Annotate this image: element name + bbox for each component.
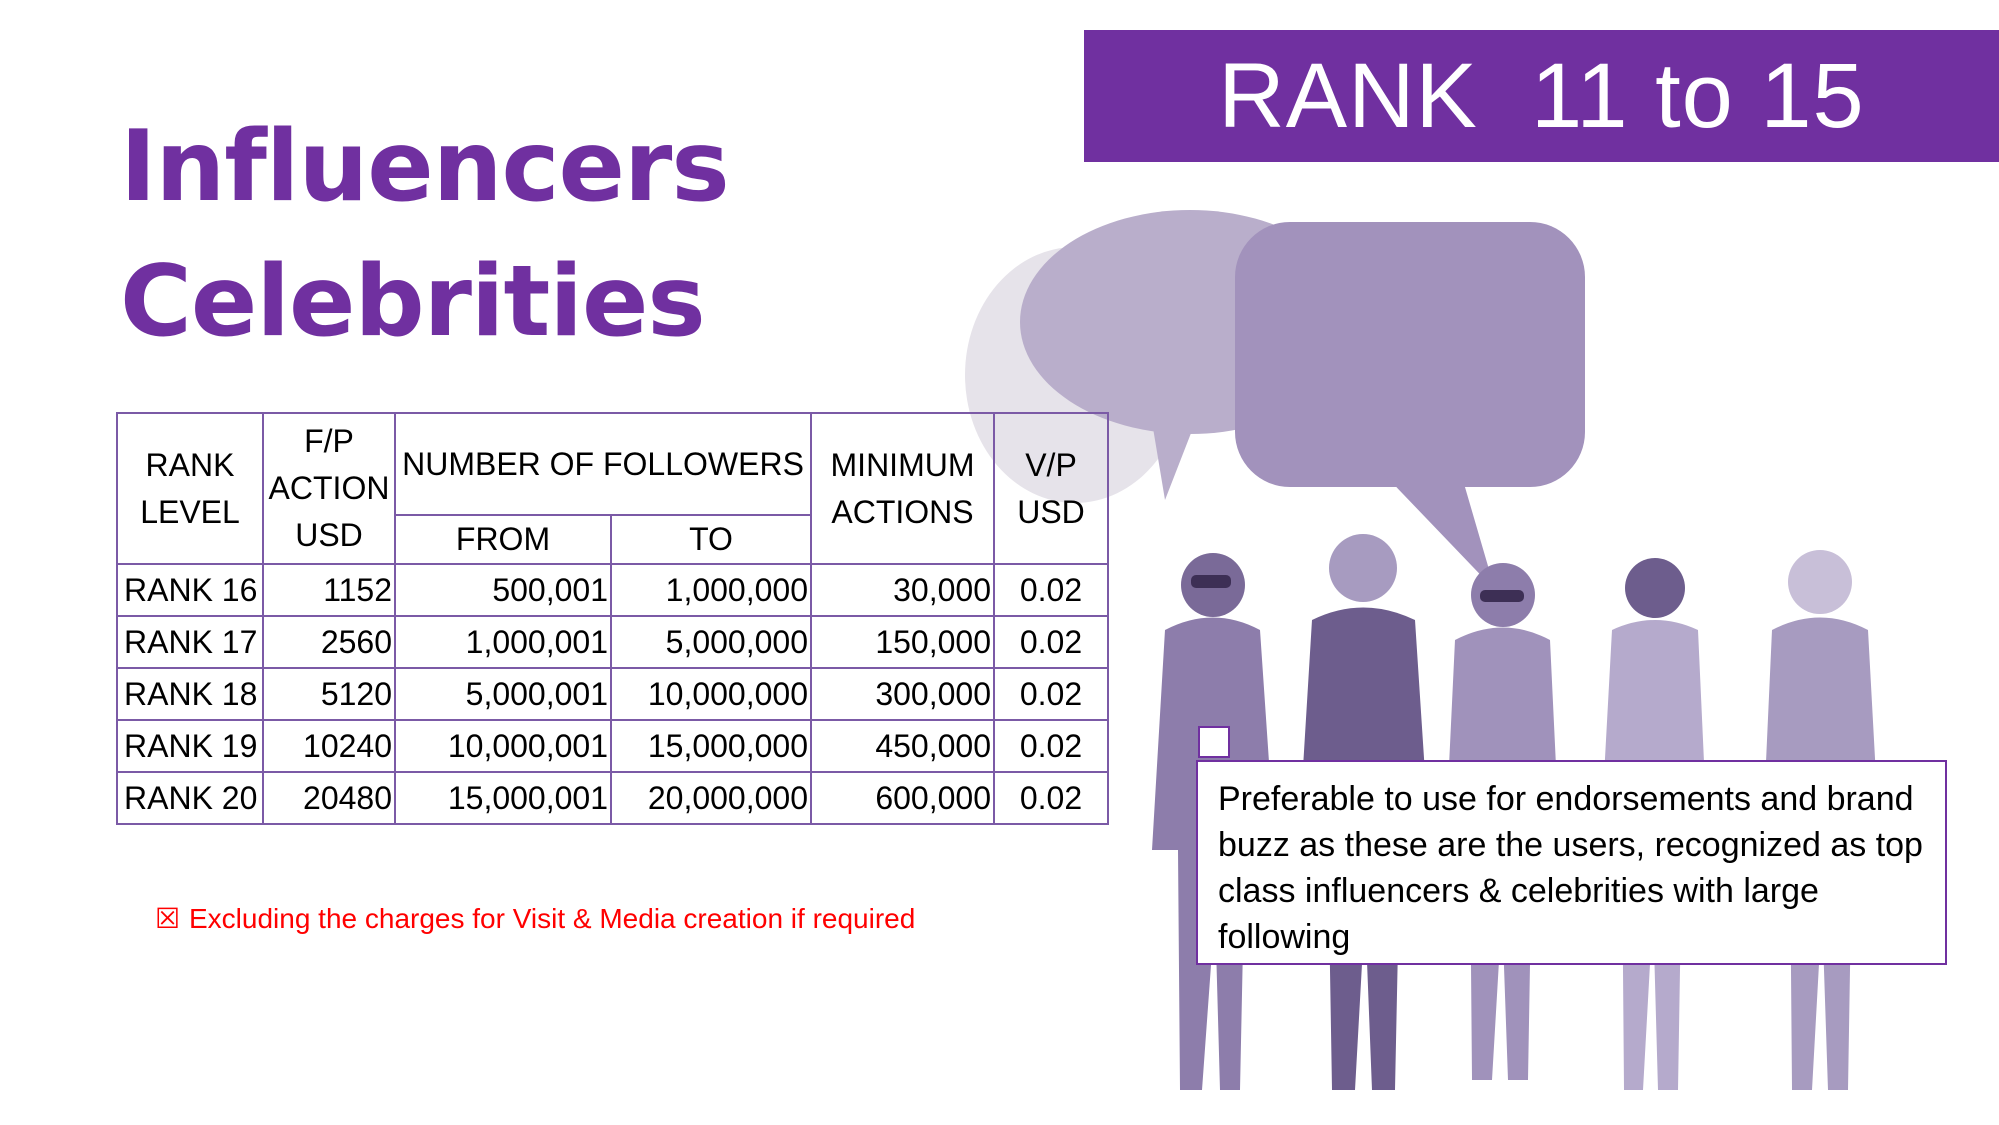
cell-fp-action: 2560	[262, 615, 396, 669]
cell-fp-action: 10240	[262, 719, 396, 773]
speech-bubble-right	[1235, 222, 1585, 590]
callout-handle	[1198, 726, 1230, 758]
cell-followers-from: 5,000,001	[394, 667, 612, 721]
cell-followers-from: 15,000,001	[394, 771, 612, 825]
cell-followers-to: 1,000,000	[610, 563, 812, 617]
header-vp-usd: V/P USD	[993, 412, 1109, 565]
cell-fp-action: 1152	[262, 563, 396, 617]
cell-minimum-actions: 150,000	[810, 615, 995, 669]
cell-minimum-actions: 450,000	[810, 719, 995, 773]
header-fp-action-usd: F/P ACTION USD	[262, 412, 396, 565]
exclusion-note-text: Excluding the charges for Visit & Media …	[189, 903, 916, 934]
cell-followers-to: 15,000,000	[610, 719, 812, 773]
table-row: RANK 17 2560 1,000,001 5,000,000 150,000 0.02	[116, 615, 1109, 669]
table-row: RANK 18 5120 5,000,001 10,000,000 300,000 0.0…	[116, 667, 1109, 721]
description-callout: Preferable to use for endorsements and b…	[1196, 760, 1947, 965]
cell-minimum-actions: 300,000	[810, 667, 995, 721]
cell-vp-usd: 0.02	[993, 615, 1109, 669]
cell-followers-to: 20,000,000	[610, 771, 812, 825]
exclusion-note: ☒ Excluding the charges for Visit & Media…	[155, 898, 950, 939]
cell-followers-from: 10,000,001	[394, 719, 612, 773]
cell-rank-level: RANK 20	[116, 771, 264, 825]
cell-rank-level: RANK 17	[116, 615, 264, 669]
cell-vp-usd: 0.02	[993, 719, 1109, 773]
table-row: RANK 20 20480 15,000,001 20,000,000 600,000 0…	[116, 771, 1109, 825]
title-line-influencers: Influencers	[120, 110, 730, 224]
cell-followers-from: 500,001	[394, 563, 612, 617]
header-minimum-actions: MINIMUM ACTIONS	[810, 412, 995, 565]
header-rank-level: RANK LEVEL	[116, 412, 264, 565]
checkbox-x-icon: ☒	[155, 903, 181, 934]
cell-followers-to: 10,000,000	[610, 667, 812, 721]
cell-vp-usd: 0.02	[993, 667, 1109, 721]
cell-vp-usd: 0.02	[993, 771, 1109, 825]
cell-rank-level: RANK 18	[116, 667, 264, 721]
header-number-of-followers: NUMBER OF FOLLOWERS	[394, 412, 812, 516]
cell-vp-usd: 0.02	[993, 563, 1109, 617]
table-row: RANK 19 10240 10,000,001 15,000,000 450,000 0…	[116, 719, 1109, 773]
title-line-celebrities: Celebrities	[120, 245, 706, 359]
cell-fp-action: 20480	[262, 771, 396, 825]
table-row: RANK 16 1152 500,001 1,000,000 30,000 0.02	[116, 563, 1109, 617]
cell-followers-from: 1,000,001	[394, 615, 612, 669]
cell-followers-to: 5,000,000	[610, 615, 812, 669]
cell-minimum-actions: 600,000	[810, 771, 995, 825]
cell-fp-action: 5120	[262, 667, 396, 721]
cell-rank-level: RANK 16	[116, 563, 264, 617]
page-title: Influencers Celebrities	[120, 100, 730, 370]
rank-pricing-table: RANK LEVEL F/P ACTION USD NUMBER OF FOLL…	[116, 412, 1109, 825]
cell-rank-level: RANK 19	[116, 719, 264, 773]
cell-minimum-actions: 30,000	[810, 563, 995, 617]
header-to: TO	[610, 514, 812, 565]
header-from: FROM	[394, 514, 612, 565]
rank-banner: RANK 11 to 15	[1084, 30, 1999, 162]
